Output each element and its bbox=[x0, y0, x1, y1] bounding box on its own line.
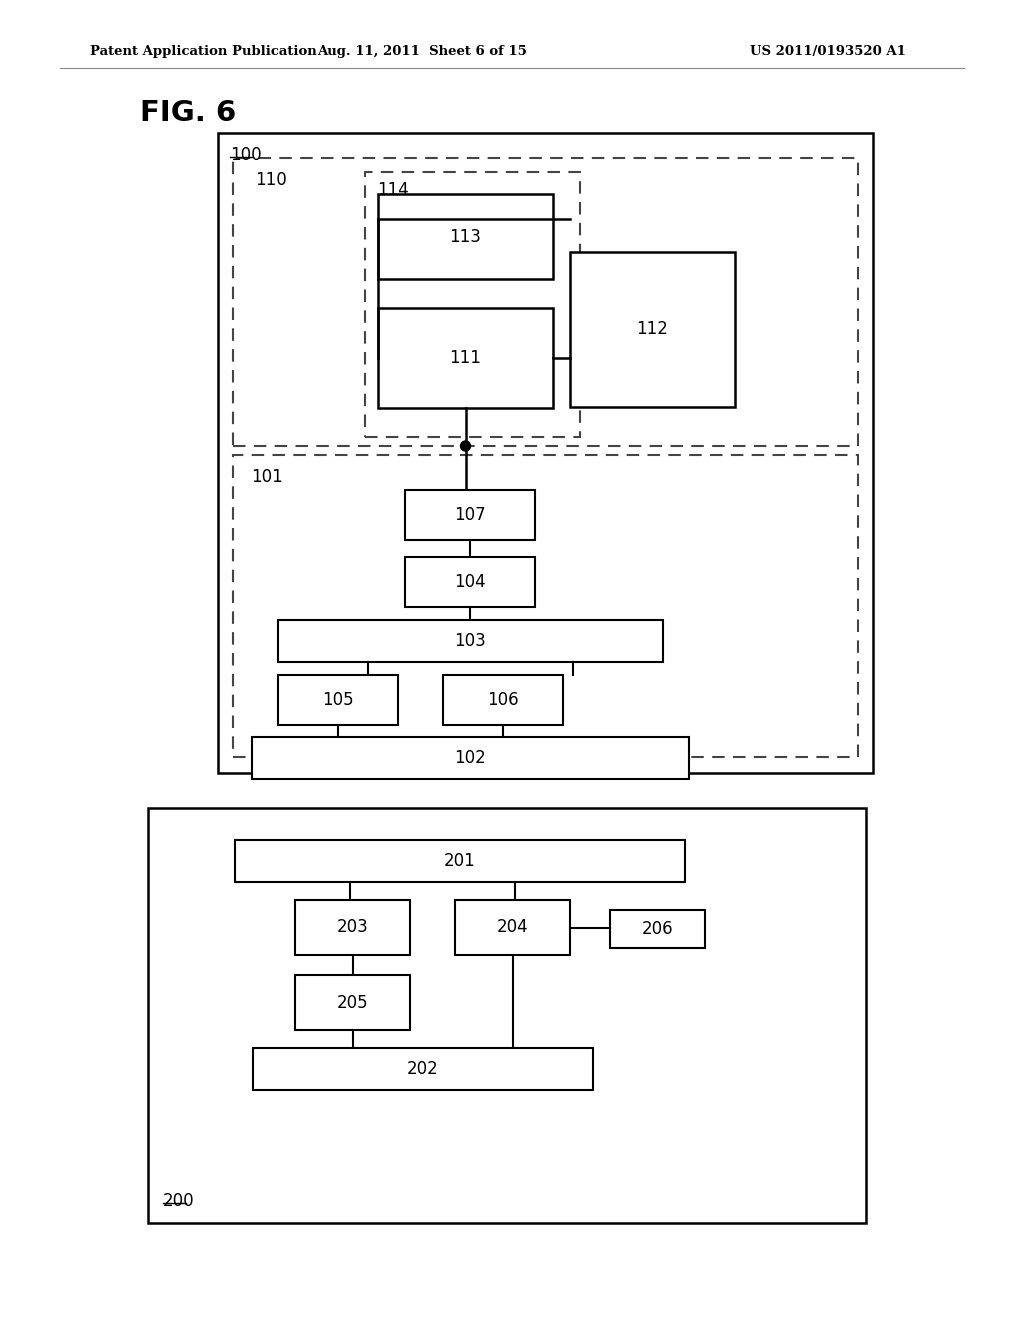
Bar bbox=[610, 909, 705, 948]
Bar bbox=[455, 900, 570, 954]
Bar bbox=[253, 1048, 593, 1090]
Text: 204: 204 bbox=[497, 919, 528, 936]
Text: 113: 113 bbox=[450, 227, 481, 246]
Bar bbox=[295, 975, 410, 1030]
Text: 203: 203 bbox=[337, 919, 369, 936]
Bar bbox=[148, 808, 866, 1224]
Text: Aug. 11, 2011  Sheet 6 of 15: Aug. 11, 2011 Sheet 6 of 15 bbox=[317, 45, 527, 58]
Bar bbox=[570, 252, 735, 407]
Bar bbox=[278, 675, 398, 725]
Text: 104: 104 bbox=[455, 573, 485, 591]
Bar bbox=[278, 620, 663, 663]
Bar bbox=[218, 133, 873, 774]
Bar bbox=[233, 455, 858, 756]
Bar bbox=[406, 490, 535, 540]
Bar bbox=[233, 158, 858, 446]
Text: 107: 107 bbox=[455, 506, 485, 524]
Text: 200: 200 bbox=[163, 1192, 195, 1210]
Bar bbox=[234, 840, 685, 882]
Text: 101: 101 bbox=[251, 469, 283, 486]
Text: FIG. 6: FIG. 6 bbox=[140, 99, 237, 127]
Text: 112: 112 bbox=[637, 321, 669, 338]
Text: 202: 202 bbox=[408, 1060, 439, 1078]
Text: 201: 201 bbox=[444, 851, 476, 870]
Bar bbox=[406, 557, 535, 607]
Text: 206: 206 bbox=[642, 920, 674, 939]
Text: 105: 105 bbox=[323, 690, 354, 709]
Bar bbox=[252, 737, 689, 779]
Circle shape bbox=[461, 441, 470, 451]
Bar bbox=[365, 172, 580, 437]
Text: 106: 106 bbox=[487, 690, 519, 709]
Text: 110: 110 bbox=[255, 172, 287, 189]
Text: 205: 205 bbox=[337, 994, 369, 1011]
Text: 103: 103 bbox=[455, 632, 486, 649]
Bar bbox=[443, 675, 563, 725]
Text: US 2011/0193520 A1: US 2011/0193520 A1 bbox=[750, 45, 906, 58]
Text: 100: 100 bbox=[230, 147, 261, 164]
Text: 102: 102 bbox=[455, 748, 486, 767]
Text: Patent Application Publication: Patent Application Publication bbox=[90, 45, 316, 58]
Text: 111: 111 bbox=[450, 348, 481, 367]
Bar bbox=[295, 900, 410, 954]
Bar bbox=[378, 308, 553, 408]
Bar bbox=[378, 194, 553, 279]
Text: 114: 114 bbox=[377, 181, 409, 199]
